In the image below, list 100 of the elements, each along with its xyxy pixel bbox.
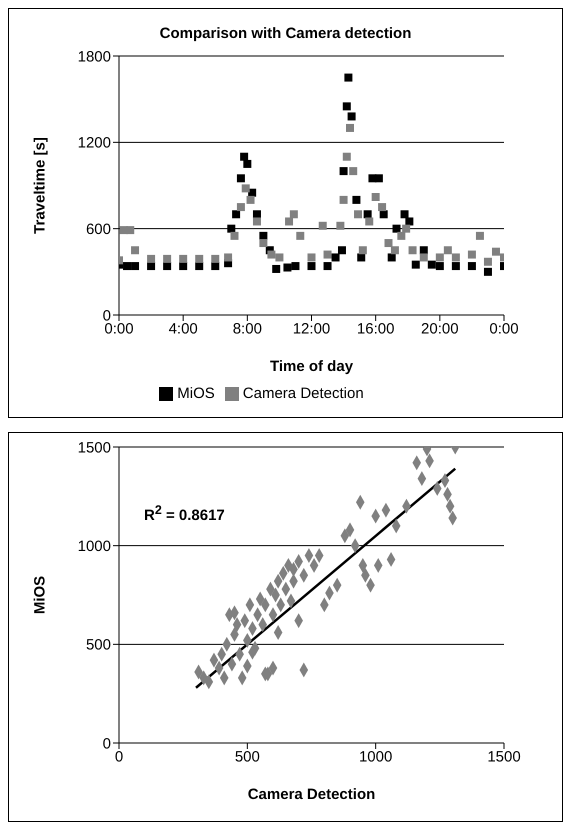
point [357,253,366,262]
point [131,262,140,270]
x-tick-label: 1500 [487,748,521,766]
point [332,253,340,262]
point [444,246,452,254]
point [344,74,352,82]
point [275,253,284,262]
y-tick-label: 600 [86,220,111,238]
point [338,246,346,254]
point [420,253,428,262]
point [408,246,417,254]
point [211,254,220,263]
x-tick-label: 1000 [358,748,392,766]
x-tick-label: 16:00 [356,320,394,338]
point [179,254,188,263]
legend-label: Camera Detection [242,385,364,402]
annotation: R$^{2}$ = 0.8617 [144,503,225,524]
point [267,250,276,259]
point [285,217,294,226]
point [318,222,327,230]
point [346,124,354,132]
point [400,210,409,218]
point [354,210,362,218]
point [484,258,492,266]
point [468,262,476,270]
point [468,250,476,259]
point [246,196,255,204]
point [147,254,156,263]
y-tick-label: 1800 [78,48,111,66]
x-tick-label: 20:00 [421,320,459,338]
x-axis-title: Camera Detection [248,786,376,803]
point [452,262,460,270]
point [436,262,444,270]
x-tick-label: 500 [234,748,260,766]
point [380,210,388,218]
point [283,264,292,272]
point [365,217,374,226]
point [195,254,204,263]
y-axis-title: MiOS [31,576,48,614]
point [242,184,250,192]
point [252,217,261,226]
point [308,253,316,262]
x-tick-label: 0:00 [489,320,519,338]
x-tick-label: 0 [114,748,124,766]
y-axis-title: Traveltime [s] [31,137,48,234]
point [364,210,372,218]
x-tick-label: 4:00 [168,320,198,338]
point [240,152,248,161]
point [340,196,348,204]
point [390,246,399,254]
chart-title: Comparison with Camera detection [158,24,412,42]
y-tick-label: 1500 [78,439,111,456]
point [384,239,392,248]
point [428,260,436,269]
point [272,264,280,273]
point [236,203,245,212]
point [308,262,316,270]
point [232,210,240,218]
point [342,152,351,161]
point [392,224,401,233]
legend-label: MiOS [177,385,215,402]
y-tick-label: 500 [86,636,111,654]
point [236,174,245,182]
point [340,167,348,176]
point [492,248,500,256]
point [126,226,134,234]
point [374,174,383,182]
point [224,253,232,262]
point [259,239,268,248]
point [296,232,304,240]
point [342,102,351,110]
point [230,232,238,240]
point [484,268,492,276]
point [163,254,172,263]
point [227,224,236,233]
point [378,203,386,212]
point [452,253,460,262]
point [352,196,360,204]
y-tick-label: 1200 [78,134,111,152]
x-tick-label: 8:00 [232,320,262,338]
point [349,167,358,176]
point [324,250,332,259]
point [336,222,344,230]
x-tick-label: 12:00 [292,320,330,338]
point [397,232,406,240]
x-axis-title: Time of day [270,358,354,375]
y-tick-label: 1000 [78,538,111,555]
point [243,160,252,168]
point [291,262,300,270]
point [402,224,410,233]
point [123,262,132,270]
point [372,193,380,202]
y-tick-label: 0 [102,735,111,752]
point [436,253,444,262]
point [388,253,396,262]
point [290,210,298,218]
point [358,246,367,254]
point [476,232,484,240]
point [131,246,140,254]
point [412,260,420,269]
